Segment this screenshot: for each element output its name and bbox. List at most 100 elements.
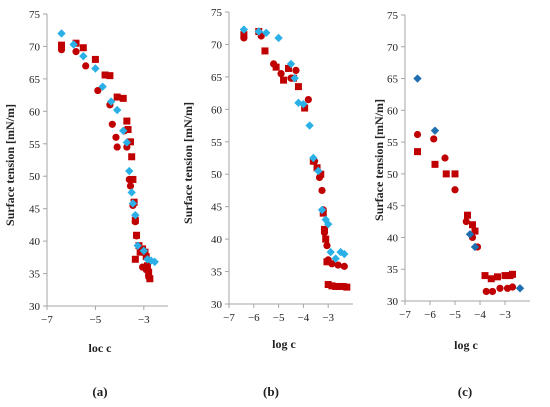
panel-a-x-tick-label: −5 — [90, 314, 102, 326]
panel-a-y-tick-label: 70 — [29, 41, 41, 53]
panel-c-diamond-point — [515, 284, 525, 293]
panel-c-square-point — [431, 160, 439, 168]
panel-a-circle-point — [126, 182, 135, 190]
panel-a-y-tick-label: 50 — [29, 171, 41, 183]
panel-a-x-tick-label: −7 — [41, 314, 53, 326]
panel-a-diamond-point — [119, 126, 128, 135]
panel-a-square-point — [136, 248, 144, 256]
panel-b-square-point — [261, 47, 269, 55]
panel-b-diamond-point — [239, 25, 249, 34]
panel-b-circle-point — [340, 262, 348, 270]
panel-c-x-tick-label: −7 — [399, 309, 411, 321]
panel-b-circle-point — [318, 186, 326, 195]
panel-c-diamond-point — [430, 126, 440, 135]
panel-a-y-tick-label: 45 — [29, 204, 41, 216]
panel-c-y-tick-label: 40 — [387, 232, 399, 244]
panel-b-y-tick-label: 50 — [211, 169, 223, 181]
panel-a-diamond-point — [125, 166, 134, 176]
panel-c-axes: 30 35 40 45 50 55 60 65 70 75 −7 −6 −5 −4 −3 — [387, 10, 530, 321]
panel-a-diamond-point — [127, 188, 136, 197]
panel-a-square-point — [128, 153, 136, 161]
panel-c-y-tick-label: 30 — [387, 296, 399, 308]
panel-a-square-point — [106, 72, 114, 80]
panel-b-circle-point — [240, 34, 248, 42]
panel-c-square-point — [509, 270, 516, 278]
panel-a-caption: (a) — [92, 384, 107, 399]
panel-a-circle-point — [108, 120, 116, 128]
panel-c-circle-point — [441, 154, 449, 162]
panel-b-y-tick-label: 30 — [211, 299, 223, 311]
panel-c-y-tick-label: 45 — [387, 201, 399, 213]
panel-b-diamond-point — [340, 249, 349, 259]
panel-b-diamond-point — [331, 254, 340, 263]
panel-a-square-point — [79, 44, 87, 52]
panel-b-circle-point — [323, 242, 331, 250]
panel-c-square-point — [494, 273, 501, 281]
panel-a-circle-point — [72, 48, 80, 56]
panel-b-x-tick-label: −5 — [273, 312, 285, 324]
panel-b-y-tick-label: 70 — [211, 39, 223, 51]
panel-c-x-tick-label: −6 — [424, 309, 436, 321]
panel-a-diamond-point — [69, 40, 78, 49]
panel-a-y-tick-label: 30 — [29, 301, 41, 313]
panel-a-square-point — [113, 93, 121, 101]
panel-b-diamond-point — [305, 121, 314, 130]
panel-c-x-tick-label: −3 — [499, 309, 511, 321]
panel-c-y-tick-label: 75 — [387, 10, 399, 22]
panel-b-circle-point — [315, 173, 324, 182]
panel-c-circle-point — [482, 287, 490, 296]
panel-a-y-axis-label: Surface tension [mN/m] — [3, 104, 17, 226]
panel-c-y-tick-label: 50 — [387, 169, 399, 181]
panel-a-circle-point — [57, 46, 66, 54]
panel-a-square-point — [126, 138, 134, 146]
panel-a-diamond-point — [98, 82, 107, 91]
panel-b-circle-point — [334, 261, 342, 269]
panel-b-diamond-point — [317, 205, 327, 215]
panel-a-diamond-point — [106, 97, 116, 106]
panel-c-x-axis-label: log c — [454, 338, 478, 352]
panel-c-circle-point — [462, 217, 470, 226]
panel-b-x-tick-label: −6 — [248, 312, 260, 324]
panel-b-caption: (b) — [263, 384, 279, 399]
panel-b-square-point — [324, 281, 332, 289]
panel-a-diamond-point — [79, 51, 88, 61]
panel-c-square-point — [414, 148, 421, 156]
panel-c-diamond-point — [470, 242, 480, 252]
panel-b-circle-point — [304, 96, 312, 104]
panel-b-x-tick-label: −3 — [322, 312, 334, 324]
panel-a-y-tick-label: 40 — [29, 236, 41, 248]
panel-c-caption: (c) — [458, 384, 472, 399]
panel-c-circle-point — [430, 135, 438, 143]
panel-b-circle-point — [328, 260, 336, 268]
panel-a-y-tick-label: 75 — [29, 9, 41, 21]
panel-a-square-point — [129, 175, 137, 183]
panel-b-square-point — [285, 64, 293, 72]
panel-a-square-point — [91, 55, 99, 63]
panel-c-square-point — [501, 272, 509, 280]
panel-b-x-tick-label: −4 — [298, 312, 310, 324]
panel-a-square-point — [143, 262, 151, 270]
panel-c-square-point — [471, 227, 479, 235]
panel-c-diamond-point — [413, 74, 422, 83]
panel-b-y-axis-label: Surface tension [mN/m] — [181, 102, 195, 224]
panel-a-diamond-point — [57, 29, 66, 38]
panel-a-square-point — [119, 94, 127, 102]
panel-a-circle-point — [94, 86, 102, 95]
panel-a-circle-point — [142, 266, 150, 274]
panel-b-square-point — [301, 104, 309, 112]
panel-c-y-tick-label: 55 — [387, 137, 399, 149]
panel-a: 30 35 40 45 50 55 60 65 70 75 −7 −5 −3 Surface tensi… — [3, 9, 168, 399]
panel-b-square-point — [294, 83, 302, 91]
panel-b-square-point — [272, 63, 280, 71]
panel-a-square-point — [131, 255, 139, 263]
panel-b-diamond-point — [286, 59, 296, 69]
panel-b-axes: 30 35 40 45 50 55 60 65 70 75 −7 −6 −5 −4 −3 — [211, 7, 353, 324]
panel-b-circle-point — [277, 70, 285, 78]
panel-a-circle-point — [125, 175, 133, 184]
panel-b-y-tick-label: 75 — [211, 7, 223, 19]
panel-c-circle-point — [413, 130, 422, 139]
panel-c-marks — [413, 74, 525, 296]
panel-a-circle-point — [132, 232, 141, 240]
panel-a-diamond-point — [91, 64, 100, 73]
